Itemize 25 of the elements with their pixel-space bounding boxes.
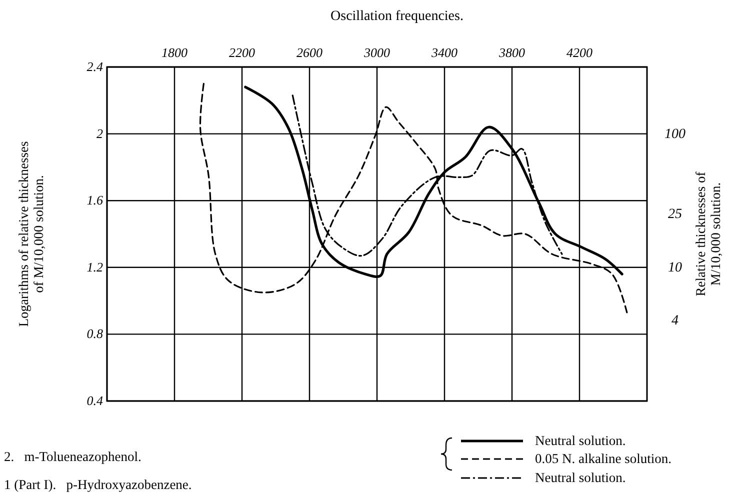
x-tick-label: 3800 [498, 45, 526, 60]
x-tick-label: 1800 [162, 45, 188, 60]
text: 2. m-Tolueneazophenol. [4, 449, 142, 464]
y-tick-label: 1.6 [86, 192, 104, 208]
chart-title: Oscillation frequencies. [330, 9, 464, 24]
legend-label: Neutral solution. [535, 470, 626, 485]
y-axis-title: Logarithms of relative thicknesses of M/10,000 solution. [16, 141, 46, 327]
x-tick-label: 3000 [363, 45, 390, 60]
y2-axis-title: Relative thicknesses of M/10,000 solution. [693, 171, 723, 296]
y-tick-label: 2.4 [86, 59, 104, 74]
x-tick-label: 2200 [229, 45, 256, 60]
y2-tick-label: 4 [672, 314, 678, 329]
y-tick-label: 1.2 [86, 259, 104, 274]
y2-tick-label: 25 [668, 207, 682, 222]
legend-label: 0.05 N. alkaline solution. [535, 451, 672, 466]
y2-tick-label: 100 [664, 126, 686, 142]
y2-tick-label: 10 [668, 260, 682, 276]
text: 1 (Part I). p-Hydroxyazobenzene. [4, 477, 192, 492]
x-tick-label: 4200 [566, 45, 593, 60]
x-tick-label: 3400 [430, 45, 458, 60]
x-tick-label: 2600 [296, 45, 323, 60]
y-tick-label: 0.8 [86, 326, 104, 342]
y-tick-label: 0.4 [86, 393, 104, 408]
y-tick-label: 2 [96, 126, 104, 141]
legend-label: Neutral solution. [535, 433, 626, 448]
